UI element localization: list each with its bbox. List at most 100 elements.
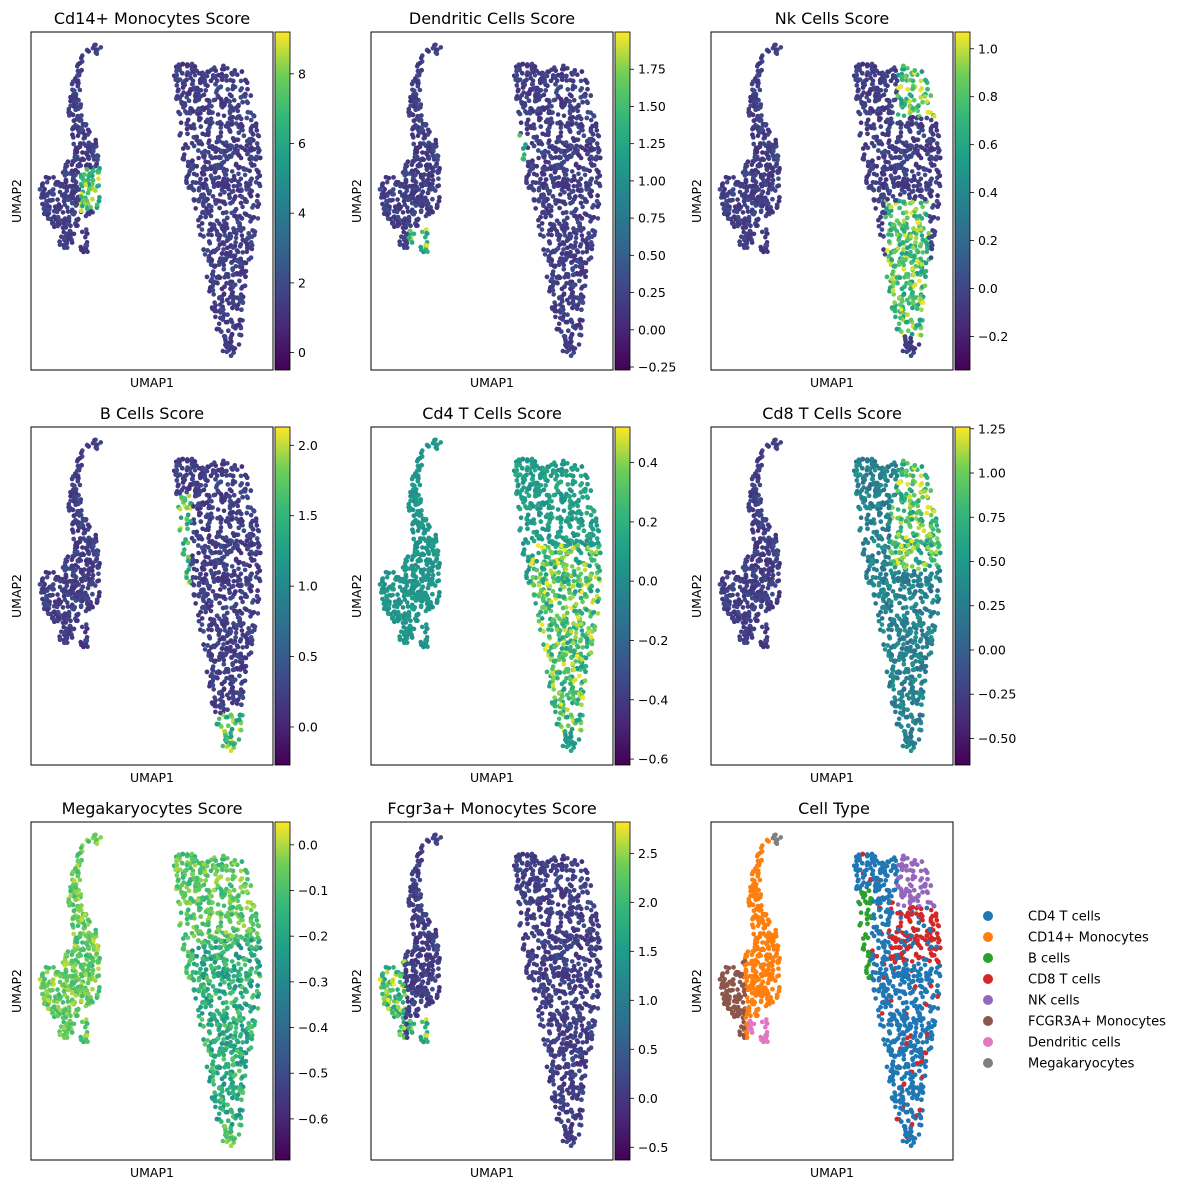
point xyxy=(575,183,580,189)
point xyxy=(403,180,409,185)
point xyxy=(249,163,255,168)
point xyxy=(93,42,98,48)
point xyxy=(66,216,72,221)
point xyxy=(241,133,247,138)
point xyxy=(568,286,573,292)
point xyxy=(212,300,217,305)
point xyxy=(51,208,57,214)
point xyxy=(58,241,63,247)
point xyxy=(538,176,543,182)
point xyxy=(84,230,89,236)
point xyxy=(95,157,100,162)
point xyxy=(81,157,86,162)
point xyxy=(96,176,101,181)
point xyxy=(224,224,229,230)
point xyxy=(252,229,258,234)
point xyxy=(411,141,417,147)
point xyxy=(84,243,90,248)
point xyxy=(571,254,577,259)
point xyxy=(200,166,206,171)
point xyxy=(218,192,223,197)
point xyxy=(770,196,775,202)
point xyxy=(574,143,579,149)
point xyxy=(233,206,239,212)
point xyxy=(750,211,755,216)
point xyxy=(582,283,588,289)
point xyxy=(206,150,211,155)
point xyxy=(410,211,415,216)
point xyxy=(738,183,743,189)
point xyxy=(245,109,251,115)
point xyxy=(413,157,418,162)
point xyxy=(222,334,228,339)
point xyxy=(73,107,78,113)
point xyxy=(380,183,385,189)
panel-title: Dendritic Cells Score xyxy=(409,9,575,28)
point xyxy=(45,216,51,221)
point xyxy=(414,149,420,155)
point xyxy=(86,156,92,162)
point xyxy=(406,216,412,221)
point xyxy=(239,69,245,74)
point xyxy=(754,223,759,228)
point xyxy=(184,110,190,116)
point xyxy=(71,118,77,123)
point xyxy=(181,146,186,151)
point xyxy=(96,170,101,175)
point xyxy=(223,73,228,79)
point xyxy=(236,104,241,109)
point xyxy=(568,345,574,351)
point xyxy=(69,240,75,245)
point xyxy=(568,339,573,345)
point xyxy=(765,132,771,137)
point xyxy=(221,292,227,297)
point xyxy=(576,153,582,158)
point xyxy=(417,87,423,93)
point xyxy=(425,127,431,133)
point xyxy=(565,87,571,92)
point xyxy=(741,235,747,241)
point xyxy=(561,247,566,252)
colorbar-tick-label: 4 xyxy=(298,206,306,221)
point xyxy=(200,131,205,137)
point xyxy=(207,138,212,143)
point xyxy=(581,167,587,172)
point xyxy=(238,78,244,84)
colorbar-tick-label: 1.25 xyxy=(638,136,666,151)
point xyxy=(756,68,761,74)
point xyxy=(93,137,98,143)
point xyxy=(741,198,747,204)
point xyxy=(415,62,421,67)
point xyxy=(93,141,99,146)
point xyxy=(228,286,233,292)
point xyxy=(206,239,212,244)
point xyxy=(205,166,210,172)
point xyxy=(64,245,70,250)
point xyxy=(731,175,736,180)
point xyxy=(417,118,422,123)
point xyxy=(744,231,749,237)
point xyxy=(539,227,545,232)
point xyxy=(228,353,234,359)
point xyxy=(589,148,594,153)
point xyxy=(724,199,729,204)
point xyxy=(519,100,524,105)
point xyxy=(416,216,421,222)
point xyxy=(577,278,582,284)
point xyxy=(203,159,208,165)
point xyxy=(79,113,84,118)
point xyxy=(203,177,209,182)
point xyxy=(220,210,226,216)
point xyxy=(244,143,250,148)
point xyxy=(380,201,385,207)
point xyxy=(205,69,210,74)
point xyxy=(536,198,542,204)
point xyxy=(206,110,212,116)
point xyxy=(563,73,568,79)
point xyxy=(750,112,756,118)
point xyxy=(419,229,425,235)
point xyxy=(734,179,739,185)
point xyxy=(207,125,212,130)
point xyxy=(224,250,229,256)
point xyxy=(541,247,546,252)
